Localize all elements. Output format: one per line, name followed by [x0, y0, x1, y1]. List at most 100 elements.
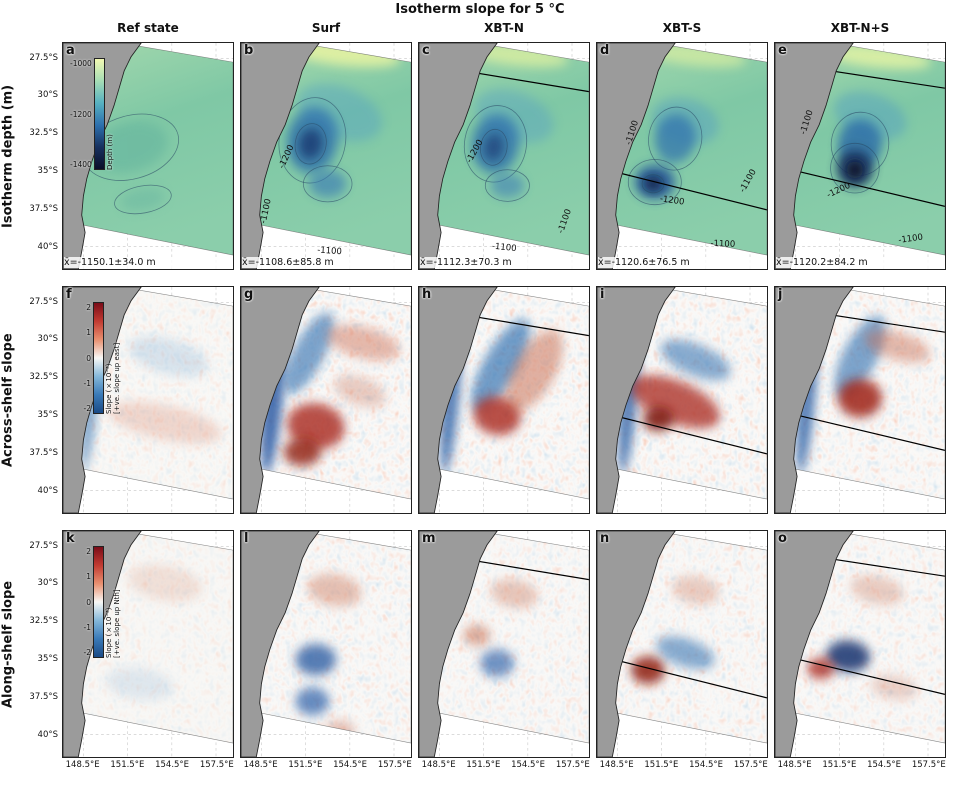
panel-e: -1100 -1200 -1100 e x̄=-1120.2±84.2 m: [774, 42, 946, 270]
panel-j: j: [774, 286, 946, 514]
panel-mean-stats: x̄=-1120.2±84.2 m: [776, 257, 944, 268]
contour-line: [830, 142, 880, 194]
panel-letter: b: [244, 43, 254, 58]
y-tick-label: 27.5°S: [29, 296, 58, 307]
field-feature: [483, 133, 505, 162]
map-canvas: -1100-1200-1100: [775, 43, 945, 269]
colorbar-tick: -2: [83, 404, 91, 413]
panel-letter: l: [244, 531, 249, 546]
transect-line: [463, 558, 589, 581]
field-feature: [295, 687, 330, 716]
field-feature: [490, 579, 538, 608]
contour-line: [303, 165, 353, 203]
colorbar-tick: 2: [86, 303, 91, 312]
x-tick-label: 148.5°E: [599, 760, 634, 770]
land-mass: [241, 531, 320, 757]
field-feature: [128, 564, 202, 602]
panel-c: -1200 -1100 -1100 c x̄=-1112.3±70.3 m: [418, 42, 590, 270]
x-tick-label: 157.5°E: [199, 760, 234, 770]
x-tick-label: 148.5°E: [421, 760, 456, 770]
colorbar-depth: -1000 -1200 -1400 Depth (m): [70, 58, 114, 170]
x-tick-label: 157.5°E: [911, 760, 946, 770]
y-tick-label: 30°S: [37, 578, 58, 589]
contour-label: -1100: [898, 232, 924, 246]
y-tick-label: 32.5°S: [29, 616, 58, 627]
y-tick-label: 30°S: [37, 90, 58, 101]
panel-b: -1200 -1100 -1100 b x̄=-1108.6±85.8 m: [240, 42, 412, 270]
column-header-4: XBT-N+S: [830, 21, 890, 35]
row-label-1: Across-shelf slope: [0, 333, 16, 467]
field-feature: [807, 657, 835, 679]
x-tick-label: 157.5°E: [555, 760, 590, 770]
colorbar-ticks: 2 1 0 -1 -2: [70, 546, 91, 658]
y-tick-label: 27.5°S: [29, 540, 58, 551]
field-feature: [480, 649, 515, 678]
contour-line: [843, 158, 867, 182]
field-feature: [309, 169, 347, 198]
x-tick-label: 154.5°E: [867, 760, 902, 770]
transect-line: [819, 68, 945, 89]
land-mass: [63, 531, 142, 757]
contour-label: -1100: [710, 239, 735, 250]
y-tick-label: 32.5°S: [29, 128, 58, 139]
panel-a: a x̄=-1150.1±34.0 m -1000 -1200 -1400 Depth (…: [62, 42, 234, 270]
x-tick-group-3: 148.5°E 151.5°E 154.5°E 157.5°E: [596, 760, 768, 774]
y-tick-label: 37.5°S: [29, 692, 58, 703]
field-feature: [287, 403, 345, 449]
field-feature: [506, 329, 563, 411]
colorbar-tick: 1: [86, 328, 91, 338]
panel-mean-stats: x̄=-1108.6±85.8 m: [242, 257, 410, 268]
field-feature: [630, 375, 720, 429]
panel-letter: j: [778, 287, 783, 302]
colorbar-along: 2 1 0 -1 -2 Slope (×10⁻³) [+ve. slope up Nth]: [70, 546, 121, 658]
contour-line: [480, 128, 508, 166]
column-header-2: XBT-N: [484, 21, 524, 35]
colorbar-tick: -1: [83, 622, 91, 632]
contour-line: [463, 105, 528, 183]
y-tick-label: 37.5°S: [29, 448, 58, 459]
x-tick-label: 157.5°E: [733, 760, 768, 770]
land-mass: [419, 287, 498, 513]
contour-line: [294, 123, 327, 165]
panel-letter: o: [778, 531, 787, 546]
colorbar-ticks: 2 1 0 -1 -2: [70, 302, 91, 414]
transect-line: [791, 413, 945, 452]
field-feature: [846, 161, 864, 179]
y-tick-label: 40°S: [37, 486, 58, 497]
panel-mean-stats: x̄=-1150.1±34.0 m: [64, 257, 232, 268]
x-tick-label: 154.5°E: [689, 760, 724, 770]
colorbar-tick: -1000: [70, 59, 92, 68]
panel-o: o: [774, 530, 946, 758]
column-header-3: XBT-S: [662, 21, 702, 35]
contour-line: [648, 106, 703, 171]
panel-d: -1100 -1200 -1100 -1100 d x̄=-1120.6±76.5 m: [596, 42, 768, 270]
panel-i: i: [596, 286, 768, 514]
colorbar-gradient: [93, 302, 104, 414]
field-feature: [334, 375, 386, 408]
panel-letter: n: [600, 531, 610, 546]
colorbar-tick: 1: [86, 572, 91, 582]
panel-letter: i: [600, 287, 605, 302]
field-feature: [108, 401, 222, 444]
column-header-1: Surf: [311, 21, 341, 35]
map-canvas: [775, 531, 945, 757]
x-tick-label: 148.5°E: [777, 760, 812, 770]
panel-k: k 2 1 0 -1 -2 Slope (×10⁻³) [+ve. slope up Nth]: [62, 530, 234, 758]
map-canvas: [63, 531, 233, 757]
row-label-0: Isotherm depth (m): [0, 84, 16, 228]
map-canvas: -1200-1100-1100: [419, 43, 589, 269]
field-feature: [298, 128, 323, 160]
x-tick-label: 154.5°E: [155, 760, 190, 770]
colorbar-label-sub: [+ve. slope up east]: [112, 342, 121, 414]
column-header-0: Ref state: [117, 21, 179, 35]
field-feature: [672, 575, 720, 605]
panel-letter: g: [244, 287, 254, 302]
colorbar-label: Slope (×10⁻³) [+ve. slope up east]: [105, 302, 121, 414]
contour-line: [114, 184, 172, 215]
contour-label: -1100: [317, 245, 342, 257]
y-tick-label: 40°S: [37, 242, 58, 253]
field-feature: [283, 438, 321, 467]
field-feature: [870, 674, 918, 701]
transect-line: [613, 171, 767, 211]
